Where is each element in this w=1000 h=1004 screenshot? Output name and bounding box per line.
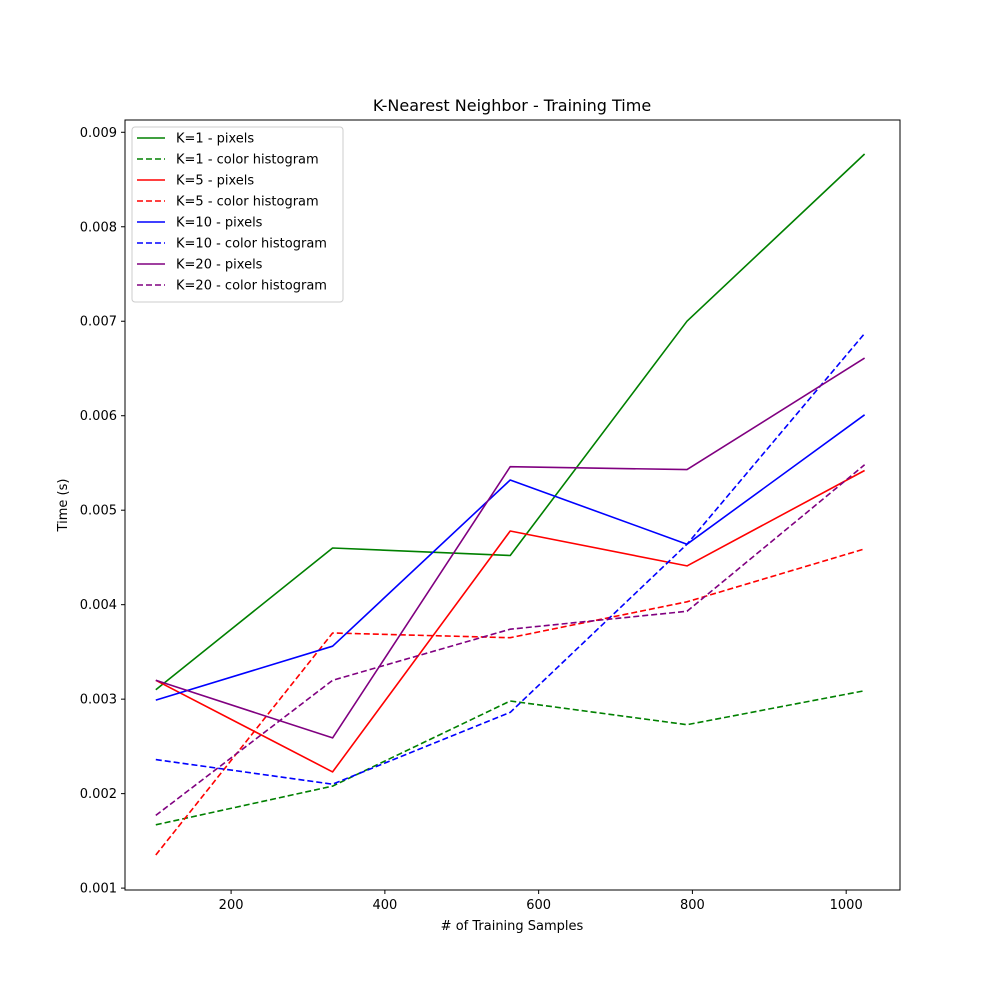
y-tick-label: 0.007 bbox=[80, 315, 117, 330]
y-axis-label: Time (s) bbox=[56, 479, 71, 533]
legend-label: K=5 - color histogram bbox=[176, 195, 319, 210]
series-lines bbox=[155, 153, 866, 856]
y-tick-label: 0.006 bbox=[80, 409, 117, 424]
series-line-k-1-pixels bbox=[155, 153, 866, 691]
x-axis-label: # of Training Samples bbox=[441, 919, 584, 934]
series-line-k-10-color-histogram bbox=[155, 332, 866, 786]
x-tick-label: 1000 bbox=[830, 898, 863, 913]
y-tick-label: 0.009 bbox=[80, 126, 117, 141]
series-line-k-5-color-histogram bbox=[155, 548, 865, 856]
series-line-k-20-pixels bbox=[155, 357, 866, 739]
y-axis: 0.001 0.002 0.003 0.004 0.005 0.006 0.007 0.008… bbox=[80, 126, 125, 897]
legend-label: K=10 - color histogram bbox=[176, 237, 327, 252]
y-tick-label: 0.002 bbox=[80, 787, 117, 802]
x-tick-label: 200 bbox=[219, 898, 244, 913]
legend: K=1 - pixels K=1 - color histogram K=5 - p… bbox=[131, 126, 344, 303]
series-line-k-1-color-histogram bbox=[155, 689, 865, 826]
legend-label: K=5 - pixels bbox=[176, 174, 254, 189]
y-tick-label: 0.005 bbox=[80, 504, 117, 519]
legend-label: K=10 - pixels bbox=[176, 216, 263, 231]
x-axis: 200 400 600 800 1000 bbox=[219, 890, 863, 913]
y-tick-label: 0.004 bbox=[80, 598, 117, 613]
legend-label: K=20 - color histogram bbox=[176, 279, 327, 294]
y-tick-label: 0.001 bbox=[80, 882, 117, 897]
legend-box bbox=[131, 126, 344, 303]
series-line-k-20-color-histogram bbox=[155, 464, 866, 817]
x-tick-label: 600 bbox=[526, 898, 551, 913]
y-tick-label: 0.008 bbox=[80, 220, 117, 235]
legend-label: K=1 - color histogram bbox=[176, 153, 319, 168]
series-line-k-5-pixels bbox=[155, 469, 865, 773]
legend-label: K=1 - pixels bbox=[176, 132, 254, 147]
y-tick-label: 0.003 bbox=[80, 693, 117, 708]
x-tick-label: 800 bbox=[680, 898, 705, 913]
legend-label: K=20 - pixels bbox=[176, 258, 263, 273]
series-line-k-10-pixels bbox=[155, 414, 866, 701]
chart-title: K-Nearest Neighbor - Training Time bbox=[373, 96, 651, 115]
x-tick-label: 400 bbox=[372, 898, 397, 913]
plot-area bbox=[124, 119, 901, 891]
